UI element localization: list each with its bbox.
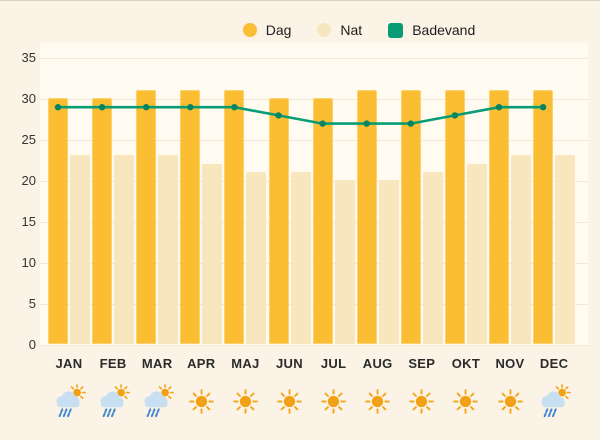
bar-dag-dec <box>533 89 554 344</box>
weather-icon-sep <box>403 382 441 420</box>
sun-icon <box>189 388 214 414</box>
month-label-jul: JUL <box>320 356 347 371</box>
weather-icon-okt <box>447 382 485 420</box>
bar-nat-mar <box>158 155 179 344</box>
badevand-swatch-icon <box>388 22 404 38</box>
bar-nat-okt <box>466 163 487 344</box>
sun-icon <box>453 388 479 414</box>
sun-icon <box>365 388 390 414</box>
bar-nat-jul <box>334 180 355 344</box>
bar-nat-nov <box>511 155 531 344</box>
rain-sun-icon <box>55 384 86 418</box>
month-label-jun: JUN <box>276 356 303 371</box>
bar-dag-feb <box>92 98 113 344</box>
gridline <box>40 57 588 59</box>
bar-dag-sep <box>400 89 421 344</box>
y-axis-tick-label: 15 <box>21 214 36 229</box>
month-label-jan: JAN <box>55 356 83 371</box>
weather-icon-jun <box>271 382 309 420</box>
bar-nat-maj <box>246 171 267 344</box>
month-label-sep: SEP <box>408 356 436 371</box>
gridline <box>40 344 588 346</box>
rain-sun-icon <box>100 384 130 418</box>
sun-icon <box>233 388 258 414</box>
month-label-okt: OKT <box>451 356 481 371</box>
weather-icon-maj <box>226 382 264 420</box>
bar-nat-jun <box>290 171 311 344</box>
y-axis-tick-label: 35 <box>21 50 36 65</box>
bar-dag-jan <box>48 98 68 344</box>
bar-dag-jun <box>268 98 289 344</box>
month-label-mar: MAR <box>141 356 173 371</box>
y-axis-tick-label: 5 <box>28 296 36 311</box>
bar-dag-aug <box>356 89 377 344</box>
legend-label-badevand: Badevand <box>412 22 476 38</box>
bar-dag-okt <box>444 89 465 344</box>
weather-icon-nov <box>491 382 529 420</box>
weather-icon-mar <box>138 382 176 420</box>
legend-item-badevand[interactable]: Badevand <box>388 22 475 38</box>
weather-icon-feb <box>94 382 132 420</box>
sun-icon <box>409 388 435 414</box>
weather-icon-jan <box>50 382 88 420</box>
bar-dag-apr <box>180 89 201 344</box>
legend-label-dag: Dag <box>265 22 292 38</box>
sun-icon <box>497 388 523 414</box>
bar-dag-maj <box>224 89 245 344</box>
legend-item-nat[interactable]: Nat <box>317 22 362 38</box>
rain-sun-icon <box>541 384 571 418</box>
nat-swatch-icon <box>317 23 332 37</box>
chart-legend: Dag Nat Badevand <box>0 22 600 38</box>
legend-label-nat: Nat <box>340 22 363 38</box>
month-label-feb: FEB <box>99 356 127 371</box>
legend-item-dag[interactable]: Dag <box>242 22 292 38</box>
bar-dag-jul <box>312 98 333 344</box>
bar-nat-aug <box>378 180 399 344</box>
y-axis-tick-label: 25 <box>21 132 36 147</box>
bar-nat-dec <box>555 155 576 344</box>
sun-icon <box>321 388 346 414</box>
y-axis-tick-label: 10 <box>21 255 36 270</box>
rain-sun-icon <box>144 384 174 418</box>
month-label-apr: APR <box>187 356 216 371</box>
bar-nat-apr <box>202 163 223 344</box>
weather-icon-jul <box>315 382 353 420</box>
y-axis-tick-label: 20 <box>21 173 36 188</box>
month-label-aug: AUG <box>362 356 393 371</box>
month-label-maj: MAJ <box>231 356 260 371</box>
dag-swatch-icon <box>242 23 257 37</box>
y-axis-tick-label: 0 <box>28 337 36 352</box>
bar-dag-nov <box>489 89 509 344</box>
month-label-dec: DEC <box>539 356 569 371</box>
bar-dag-mar <box>136 89 157 344</box>
weather-icon-dec <box>535 382 573 420</box>
weather-icon-apr <box>182 382 220 420</box>
sun-icon <box>277 388 302 414</box>
month-label-nov: NOV <box>495 356 525 371</box>
bar-nat-sep <box>422 171 443 344</box>
y-axis-tick-label: 30 <box>21 91 36 106</box>
bar-nat-jan <box>70 155 90 344</box>
bar-nat-feb <box>114 155 135 344</box>
weather-icon-aug <box>359 382 397 420</box>
